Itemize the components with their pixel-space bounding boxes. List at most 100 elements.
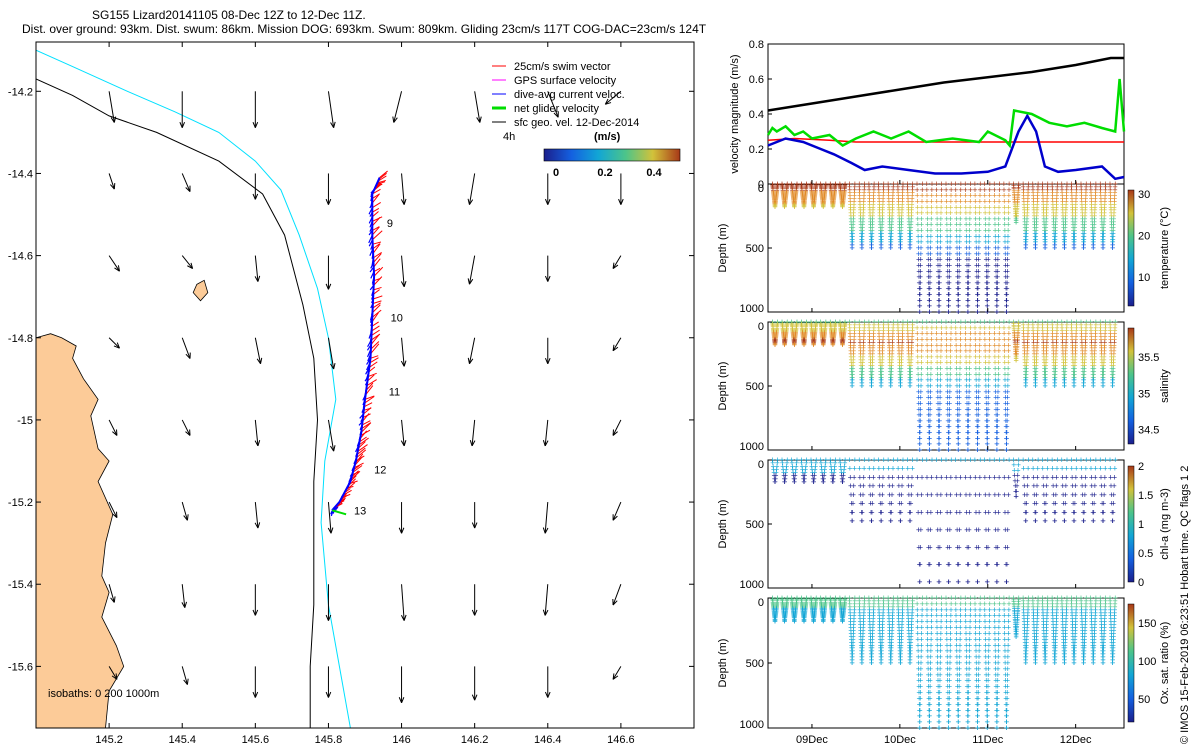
section-point: + [799,179,804,189]
section-point: + [782,199,787,209]
swim-vector [371,226,380,236]
section-point: + [868,211,873,221]
geostrophic-arrow [252,584,259,616]
section-point: + [967,490,972,500]
geostrophic-arrow [467,255,476,285]
section-point: + [800,195,805,205]
section-point: + [772,199,777,209]
section-point: + [830,202,835,212]
section-point: + [799,182,804,192]
section-point: + [829,188,834,198]
geostrophic-arrow [108,584,116,603]
swim-vector [356,447,366,455]
velocity-series-line [766,78,1126,149]
section-point: + [1023,516,1028,526]
section-point: + [821,200,826,210]
section-point: + [876,182,881,192]
section-point: + [839,192,844,202]
section-point: + [792,200,797,210]
section-point: + [772,196,777,206]
section-point: + [919,490,924,500]
section-point: + [850,234,855,244]
section-point: + [849,228,854,238]
section-point: + [803,183,808,193]
section-point: + [841,194,846,204]
colorbar-tick-label: 34.5 [1138,425,1159,437]
section-point: + [837,179,842,189]
section-point: + [861,191,866,201]
day-label: 13 [354,505,366,517]
geostrophic-arrow [325,255,332,290]
section-point: + [783,191,788,201]
section-point: + [832,184,837,194]
section-point: + [818,181,823,191]
section-point: + [771,186,776,196]
section-point: + [928,507,933,517]
swim-vector [371,193,380,204]
section-point: + [860,234,865,244]
section-point: + [830,199,835,209]
section-point: + [804,181,809,191]
section-point: + [937,560,942,570]
section-point: + [975,307,980,317]
section-point: + [858,208,863,218]
section-point: + [801,201,806,211]
section-point: + [907,243,912,253]
section-point: + [917,445,922,455]
section-point: + [813,183,818,193]
figure-title: SG155 Lizard20141105 08-Dec 12Z to 12-De… [92,8,366,22]
section-point: + [802,196,807,206]
section-point: + [918,525,923,535]
section-point: + [812,192,817,202]
section-point: + [841,188,846,198]
section-point: + [782,199,787,209]
section-point: + [800,188,805,198]
section-point: + [810,193,815,203]
section-point: + [821,202,826,212]
day-label: 9 [387,218,393,230]
swim-vector [372,304,381,314]
velocity-ytick-label: 0 [758,179,764,191]
section-point: + [848,194,853,204]
legend-interval-label: 4h [503,131,515,143]
section-panel-temperature: + ++ ++ ++ ++ +++++++++++++++++++++++++++++++… [717,179,1171,317]
section-point: + [881,182,886,192]
swim-vector [372,243,381,250]
section-point: + [879,516,884,526]
section-point: + [859,381,864,391]
section-point: + [822,193,827,203]
swim-vector [372,230,383,240]
section-point: + [811,199,816,209]
section-point: + [948,490,953,500]
section-point: + [986,507,991,517]
swim-vector [372,226,380,231]
section-point: + [1014,492,1019,502]
section-point: + [850,237,855,247]
section-point: + [770,185,775,195]
section-point: + [790,186,795,196]
track-line [331,177,381,511]
section-point: + [791,193,796,203]
geostrophic-arrow [547,91,559,118]
section-point: + [871,185,876,195]
section-point: + [840,199,845,209]
geostrophic-arrow [181,255,194,270]
section-point: + [936,307,941,317]
section-point: + [857,196,862,206]
geostrophic-arrow [467,337,476,365]
section-point: + [775,183,780,193]
geostrophic-arrow [612,666,622,680]
geostrophic-arrow [544,666,551,698]
section-point: + [838,186,843,196]
section-point: + [812,196,817,206]
section-point: + [859,516,864,526]
geostrophic-arrow [325,173,332,205]
swim-vector [372,208,380,213]
section-point: + [1005,542,1010,552]
section-point: + [848,211,853,221]
section-point: + [811,199,816,209]
section-point: + [781,196,786,206]
section-point: + [908,516,913,526]
section-point: + [833,182,838,192]
section-point: + [782,201,787,211]
